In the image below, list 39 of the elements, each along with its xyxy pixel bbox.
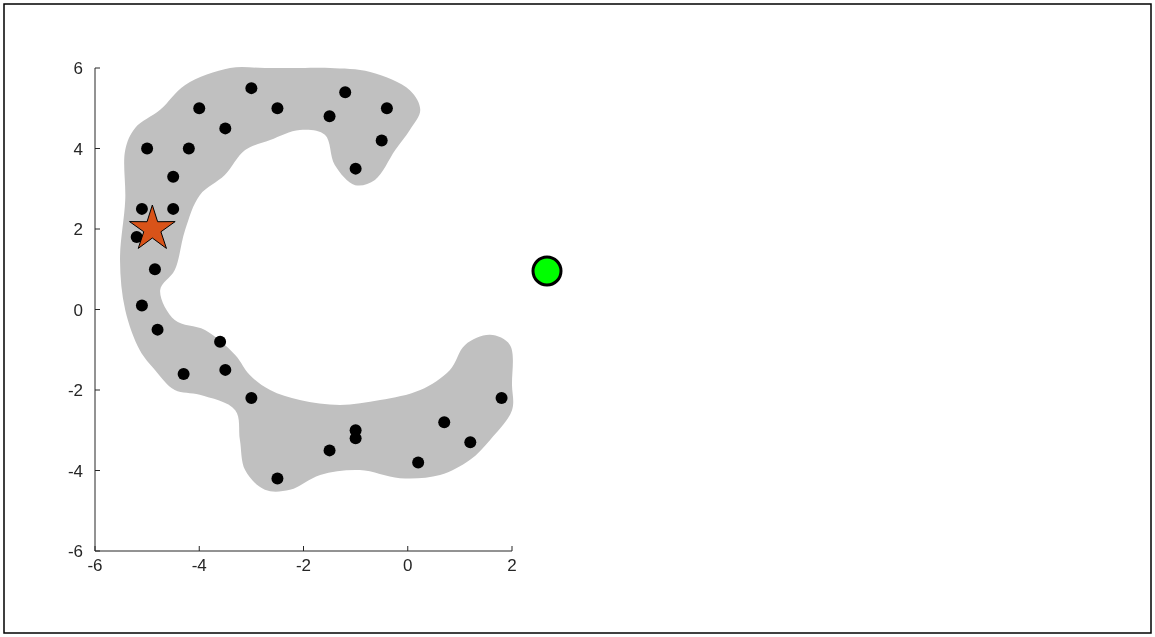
point	[495, 392, 508, 405]
point	[271, 102, 284, 115]
y-tick-label: -2	[67, 381, 83, 400]
y-tick-label: 0	[73, 300, 83, 320]
y-tick-label: -6	[67, 542, 83, 561]
point	[271, 472, 284, 485]
point	[135, 299, 148, 312]
point	[245, 392, 258, 405]
point	[141, 142, 154, 155]
point	[214, 335, 227, 348]
point	[182, 142, 195, 155]
point	[135, 202, 148, 215]
point	[245, 82, 258, 95]
point	[151, 323, 164, 336]
point	[339, 86, 352, 99]
x-tick-label: -2	[295, 556, 312, 575]
x-tick-label: -6	[87, 556, 103, 575]
point	[323, 444, 336, 457]
y-tick-label: 2	[73, 220, 83, 239]
point	[349, 162, 362, 175]
point	[219, 122, 232, 135]
y-tick-label: 6	[73, 59, 83, 78]
y-tick-label: 4	[73, 139, 83, 159]
point	[412, 456, 425, 469]
point	[177, 367, 190, 380]
point	[193, 102, 206, 115]
point	[464, 436, 477, 449]
point	[375, 134, 388, 147]
point	[167, 202, 180, 215]
point	[148, 263, 161, 276]
x-tick-label: -4	[191, 556, 207, 575]
point	[167, 170, 180, 183]
point	[323, 110, 336, 123]
x-tick-label: 2	[507, 556, 517, 575]
point	[438, 416, 451, 429]
y-tick-label: -4	[67, 461, 83, 481]
point	[380, 102, 393, 115]
x-tick-label: 0	[403, 556, 413, 575]
point	[219, 363, 232, 376]
